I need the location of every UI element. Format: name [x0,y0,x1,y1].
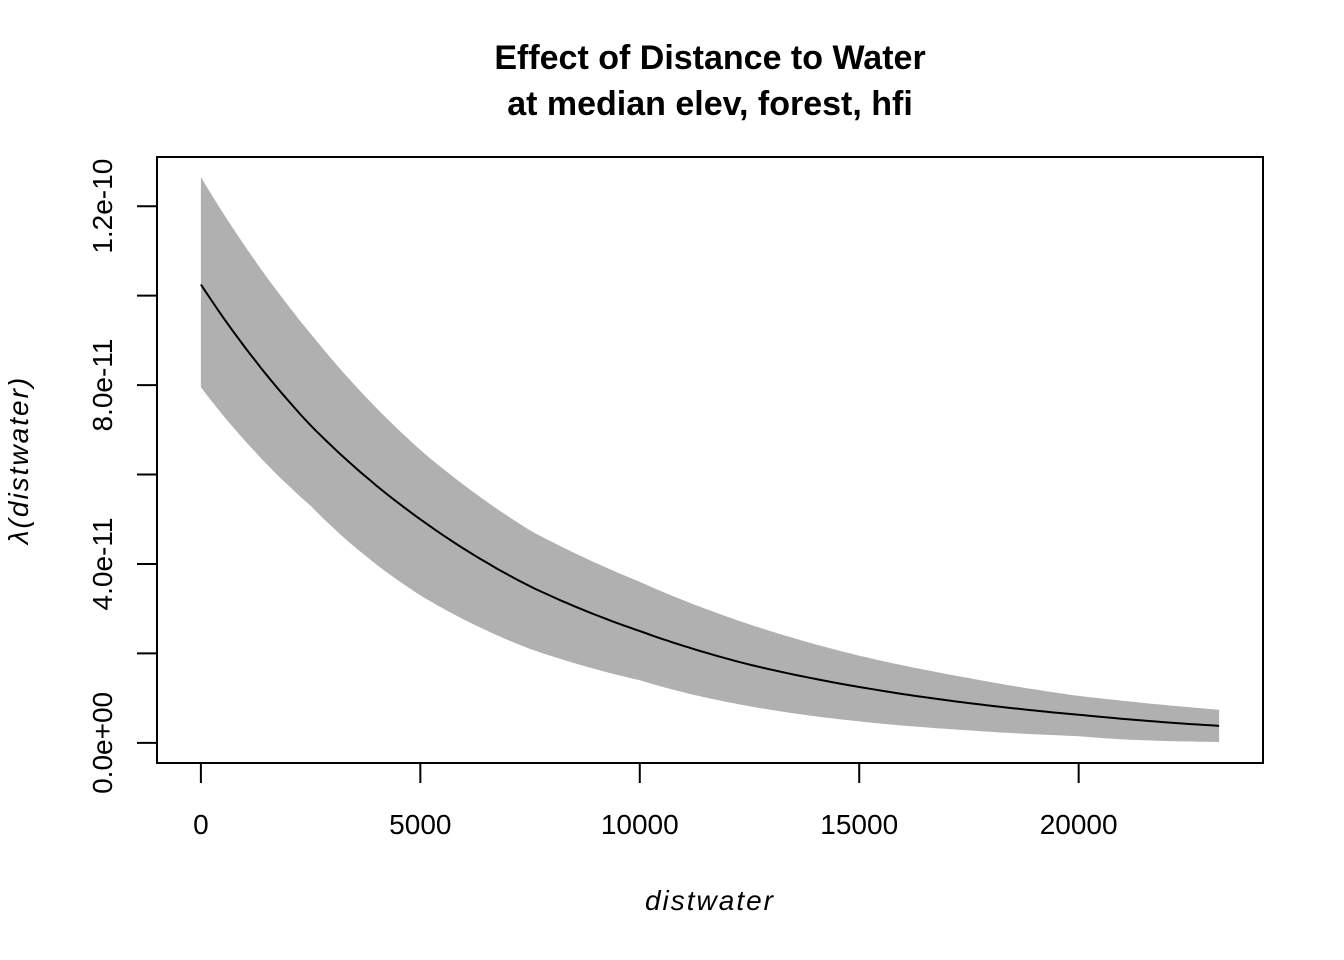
y-tick-label: 8.0e-11 [87,339,118,432]
chart-title-line-2: at median elev, forest, hfi [507,85,913,123]
x-axis-label: distwater [645,885,775,916]
confidence-band [200,177,1220,743]
y-tick-label: 0.0e+00 [87,692,118,794]
estimate-line [200,283,1220,727]
x-tick-label: 10000 [601,809,679,840]
x-tick-label: 5000 [389,809,451,840]
plot-area [200,177,1220,743]
y-tick-label: 4.0e-11 [87,518,118,611]
x-tick-label: 20000 [1040,809,1118,840]
y-axis: 0.0e+00 4.0e-11 8.0e-11 1.2e-10 [87,159,158,794]
x-tick-label: 15000 [820,809,898,840]
chart-title-line-1: Effect of Distance to Water [494,39,925,77]
x-tick-label: 0 [193,809,209,840]
y-axis-label: λ(distwater) [3,376,34,546]
x-axis: 0 5000 10000 15000 20000 [193,762,1118,840]
y-tick-label: 1.2e-10 [87,159,118,254]
